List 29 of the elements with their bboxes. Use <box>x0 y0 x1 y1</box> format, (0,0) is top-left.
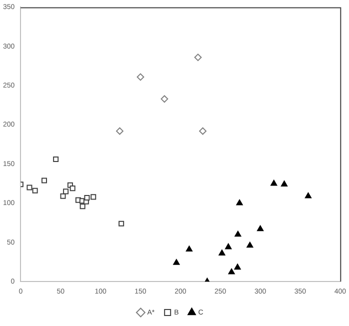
point <box>84 194 90 200</box>
point <box>228 268 235 274</box>
point <box>234 230 242 237</box>
point <box>80 204 86 210</box>
point <box>218 250 226 256</box>
point <box>160 95 168 103</box>
point <box>116 127 124 135</box>
point <box>234 264 241 270</box>
point <box>270 180 278 186</box>
point <box>304 192 312 198</box>
point <box>257 225 264 232</box>
point <box>118 220 124 226</box>
point <box>26 184 32 190</box>
point <box>186 246 192 252</box>
point <box>32 188 38 194</box>
point <box>53 156 59 162</box>
point <box>90 194 96 200</box>
point <box>236 200 243 206</box>
point <box>194 54 202 62</box>
point <box>70 186 76 192</box>
point <box>41 178 48 184</box>
point <box>63 188 69 194</box>
point <box>173 259 180 265</box>
point <box>246 242 254 248</box>
point <box>280 180 288 186</box>
point <box>225 243 232 250</box>
point <box>136 73 144 81</box>
point <box>60 193 66 199</box>
point <box>199 127 206 135</box>
